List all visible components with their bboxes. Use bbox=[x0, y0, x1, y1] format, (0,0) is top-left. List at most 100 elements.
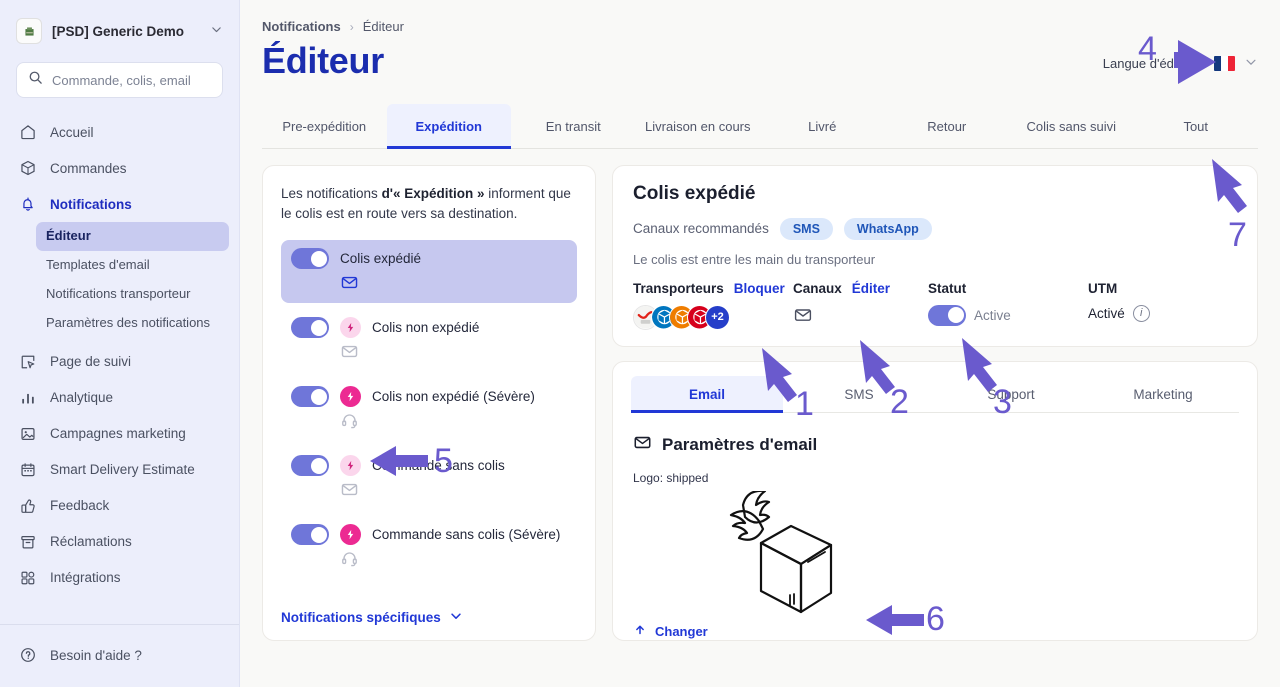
notification-label: Colis non expédié (Sévère) bbox=[372, 389, 535, 405]
notification-label: Commande sans colis (Sévère) bbox=[372, 527, 561, 543]
language-selector[interactable]: Langue d'édition : bbox=[1103, 55, 1258, 82]
tab-pre-expedition[interactable]: Pre-expédition bbox=[282, 119, 367, 134]
cursor-page-icon bbox=[18, 352, 38, 372]
mail-icon[interactable] bbox=[340, 342, 359, 366]
channel-pill-sms[interactable]: SMS bbox=[779, 217, 833, 240]
meta-utm: UTM Activé i bbox=[1088, 281, 1150, 330]
annotation-number-5: 5 bbox=[434, 442, 453, 480]
breadcrumb: Notifications › Éditeur bbox=[240, 0, 1280, 34]
box-icon bbox=[18, 158, 38, 178]
meta-status: Statut Active bbox=[928, 281, 1088, 330]
notification-row-commande-sans-colis[interactable]: Commande sans colis bbox=[281, 447, 577, 510]
carrier-overflow-badge[interactable]: +2 bbox=[705, 304, 730, 330]
sidebar-item-campagnes-marketing[interactable]: Campagnes marketing bbox=[10, 416, 229, 452]
thumbs-up-icon bbox=[18, 496, 38, 516]
specific-notifications-link[interactable]: Notifications spécifiques bbox=[281, 595, 577, 626]
breadcrumb-root[interactable]: Notifications bbox=[262, 19, 341, 34]
headset-icon[interactable] bbox=[340, 411, 359, 435]
sidebar-subitem-templates-email[interactable]: Templates d'email bbox=[46, 256, 150, 272]
mail-icon[interactable] bbox=[340, 273, 359, 297]
tab-marketing[interactable]: Marketing bbox=[1133, 386, 1193, 402]
change-logo-link[interactable]: Changer bbox=[633, 623, 1257, 640]
notification-label: Colis expédié bbox=[340, 251, 422, 267]
bolt-icon bbox=[340, 317, 361, 339]
chevron-down-icon[interactable] bbox=[1244, 55, 1258, 72]
status-label: Statut bbox=[928, 280, 967, 296]
sidebar-item-reclamations[interactable]: Réclamations bbox=[10, 524, 229, 560]
mail-icon[interactable] bbox=[340, 480, 359, 504]
sidebar-item-label: Commandes bbox=[50, 160, 127, 176]
bolt-icon bbox=[340, 386, 361, 408]
sidebar-subitem-notifications-transporteur[interactable]: Notifications transporteur bbox=[46, 285, 191, 301]
page-title: Éditeur bbox=[262, 40, 384, 81]
content-area: Les notifications d'« Expédition » infor… bbox=[240, 149, 1280, 642]
tab-en-transit[interactable]: En transit bbox=[545, 119, 601, 134]
notification-row-commande-sans-colis-severe[interactable]: Commande sans colis (Sévère) bbox=[281, 516, 577, 579]
sidebar-item-integrations[interactable]: Intégrations bbox=[10, 560, 229, 596]
detail-column: Colis expédié Canaux recommandés SMS Wha… bbox=[612, 164, 1258, 642]
desc-bold: d'« Expédition » bbox=[381, 185, 485, 201]
sidebar-item-label: Accueil bbox=[50, 124, 94, 140]
recommended-channels-row: Canaux recommandés SMS WhatsApp bbox=[633, 217, 1237, 240]
tab-retour[interactable]: Retour bbox=[927, 119, 967, 134]
search-box[interactable] bbox=[16, 62, 223, 98]
upload-icon bbox=[633, 623, 647, 640]
tab-tout[interactable]: Tout bbox=[1183, 119, 1209, 134]
tab-expedition[interactable]: Expédition bbox=[386, 104, 511, 149]
channel-tabs: Email SMS Support Marketing bbox=[631, 375, 1239, 413]
image-icon bbox=[18, 424, 38, 444]
bar-chart-icon bbox=[18, 388, 38, 408]
carriers-block-action[interactable]: Bloquer bbox=[733, 280, 785, 296]
carrier-avatars[interactable]: +2 bbox=[633, 304, 730, 330]
sidebar-item-feedback[interactable]: Feedback bbox=[10, 488, 229, 524]
tab-livraison-en-cours[interactable]: Livraison en cours bbox=[645, 119, 751, 134]
sidebar-subitem-editeur[interactable]: Éditeur bbox=[36, 222, 229, 251]
workspace-switcher[interactable]: [PSD] Generic Demo bbox=[0, 0, 239, 54]
status-toggle[interactable] bbox=[928, 304, 966, 326]
info-icon[interactable]: i bbox=[1132, 304, 1150, 322]
notification-row-colis-non-expedie[interactable]: Colis non expédié bbox=[281, 309, 577, 372]
channel-row bbox=[291, 275, 567, 295]
sidebar-item-page-de-suivi[interactable]: Page de suivi bbox=[10, 344, 229, 380]
tab-colis-sans-suivi[interactable]: Colis sans suivi bbox=[1026, 119, 1117, 134]
utm-label: UTM bbox=[1088, 280, 1118, 296]
mail-icon[interactable] bbox=[793, 305, 813, 330]
notification-row-colis-non-expedie-severe[interactable]: Colis non expédié (Sévère) bbox=[281, 378, 577, 441]
main-content: Notifications › Éditeur Éditeur Langue d… bbox=[240, 0, 1280, 687]
winged-box-illustration bbox=[703, 489, 1257, 621]
tab-livre[interactable]: Livré bbox=[808, 119, 837, 134]
notification-row-colis-expedie[interactable]: Colis expédié bbox=[281, 240, 577, 304]
chevron-down-icon bbox=[449, 609, 463, 626]
sidebar-item-analytique[interactable]: Analytique bbox=[10, 380, 229, 416]
search-icon bbox=[28, 70, 43, 90]
desc-suffix: informent que le colis est en route vers… bbox=[281, 185, 571, 221]
notification-toggle[interactable] bbox=[291, 524, 329, 546]
flag-france-icon bbox=[1214, 56, 1235, 71]
tab-email[interactable]: Email bbox=[631, 375, 783, 413]
annotation-number-2: 2 bbox=[890, 383, 909, 421]
notification-toggle[interactable] bbox=[291, 317, 329, 339]
notification-toggle[interactable] bbox=[291, 386, 329, 408]
title-row: Éditeur Langue d'édition : bbox=[240, 34, 1280, 82]
headset-icon[interactable] bbox=[340, 549, 359, 573]
channels-edit-action[interactable]: Éditer bbox=[851, 280, 891, 296]
sidebar-item-accueil[interactable]: Accueil bbox=[10, 114, 229, 150]
sidebar-item-smart-delivery-estimate[interactable]: Smart Delivery Estimate bbox=[10, 452, 229, 488]
search-input[interactable] bbox=[52, 72, 211, 88]
notification-toggle[interactable] bbox=[291, 248, 329, 270]
tab-support[interactable]: Support bbox=[987, 386, 1035, 402]
notification-toggle[interactable] bbox=[291, 455, 329, 477]
sidebar-item-notifications[interactable]: Notifications bbox=[10, 186, 229, 222]
sidebar-item-help[interactable]: Besoin d'aide ? bbox=[18, 637, 221, 673]
email-settings-title: Paramètres d'email bbox=[662, 434, 818, 454]
calendar-icon bbox=[18, 460, 38, 480]
grid-blocks-icon bbox=[18, 568, 38, 588]
detail-title: Colis expédié bbox=[633, 182, 756, 204]
chevron-down-icon[interactable] bbox=[210, 23, 223, 39]
sidebar-item-commandes[interactable]: Commandes bbox=[10, 150, 229, 186]
channel-pill-whatsapp[interactable]: WhatsApp bbox=[843, 217, 932, 240]
sidebar-subitem-parametres-notifications[interactable]: Paramètres des notifications bbox=[46, 314, 211, 330]
stage-tabs: Pre-expédition Expédition En transit Liv… bbox=[262, 104, 1258, 149]
archive-icon bbox=[18, 532, 38, 552]
sidebar-item-label: Feedback bbox=[50, 498, 110, 514]
